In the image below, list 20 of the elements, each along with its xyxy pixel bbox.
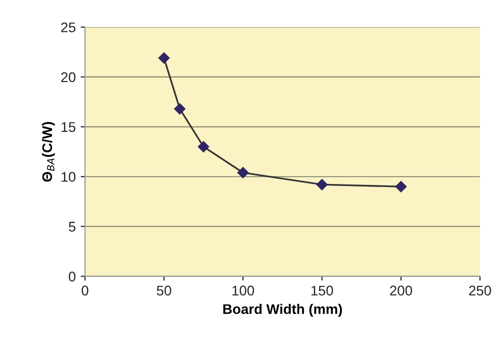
point: [395, 180, 407, 192]
y-tick-label: 10: [62, 172, 76, 182]
x-tick-label: 0: [82, 286, 88, 296]
x-tick-label: 250: [469, 286, 492, 296]
point: [174, 103, 186, 114]
point: [198, 141, 210, 152]
point: [237, 167, 249, 178]
y-axis-title: Θ$_{BA}$(C/W): [42, 122, 55, 182]
y-tick-label: 5: [68, 222, 76, 232]
point: [158, 52, 170, 64]
y-tick-label: 15: [62, 122, 76, 132]
y-tick-label: 25: [61, 22, 76, 32]
x-tick-label: 200: [390, 286, 412, 296]
y-tick-label: 20: [61, 72, 76, 82]
x-tick-label: 50: [156, 286, 172, 296]
x-tick-label: 150: [311, 286, 334, 296]
y-tick-label: 0: [68, 272, 76, 282]
x-axis-title: Board Width (mm): [223, 304, 342, 317]
point: [316, 178, 328, 190]
x-tick-label: 100: [232, 286, 254, 296]
